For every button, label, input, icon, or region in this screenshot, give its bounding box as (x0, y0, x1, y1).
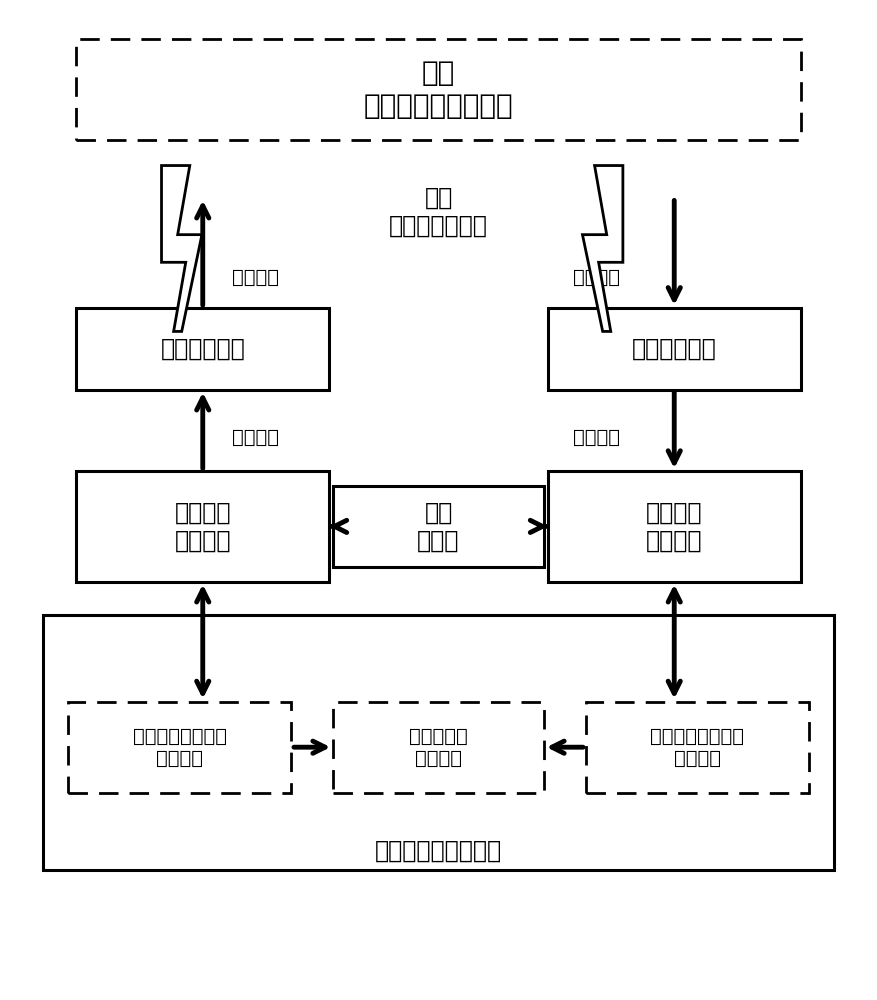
Text: 射频电缆: 射频电缆 (232, 428, 279, 447)
Text: 上行信号: 上行信号 (232, 268, 279, 287)
Bar (76, 308, 329, 390)
Text: 上行信号
生成设备: 上行信号 生成设备 (175, 501, 231, 552)
Text: 相干转发比测量设备: 相干转发比测量设备 (375, 838, 502, 862)
Text: 上行信号生成设备
控制模块: 上行信号生成设备 控制模块 (132, 727, 226, 768)
Bar (548, 308, 801, 390)
Polygon shape (161, 166, 202, 331)
Text: 无线
或有线传输链路: 无线 或有线传输链路 (389, 186, 488, 238)
Bar (68, 702, 291, 793)
Bar (76, 39, 801, 140)
Text: 下行信号接收设备
控制模块: 下行信号接收设备 控制模块 (651, 727, 745, 768)
Polygon shape (582, 166, 623, 331)
Text: 上行射频链路: 上行射频链路 (160, 337, 246, 361)
Text: 射频电缆: 射频电缆 (574, 428, 620, 447)
Bar (586, 702, 809, 793)
Text: 下行信号: 下行信号 (574, 268, 620, 287)
Bar (333, 702, 544, 793)
Text: 下行信号
接收设备: 下行信号 接收设备 (646, 501, 702, 552)
Bar (43, 615, 834, 870)
Bar (548, 471, 801, 582)
Bar (333, 486, 544, 567)
Bar (76, 471, 329, 582)
Text: 相干转发比
测量模块: 相干转发比 测量模块 (410, 727, 467, 768)
Text: 被测
统一载波测控应答机: 被测 统一载波测控应答机 (364, 59, 513, 120)
Text: 高稳
频率源: 高稳 频率源 (417, 501, 460, 552)
Text: 下行射频链路: 下行射频链路 (631, 337, 717, 361)
